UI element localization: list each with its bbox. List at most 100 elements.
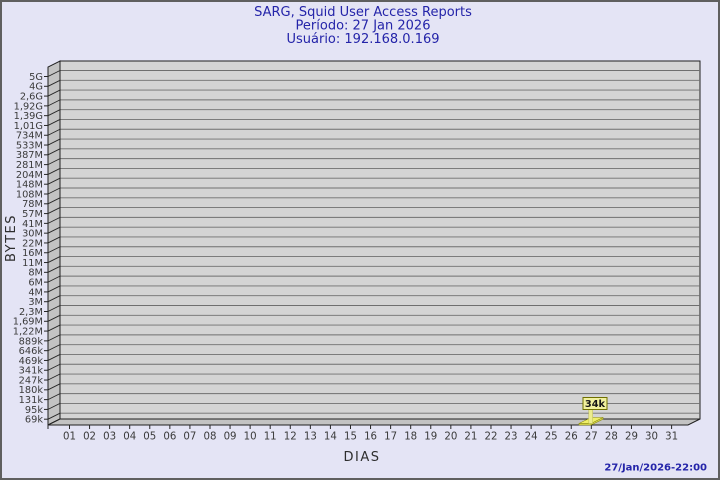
y-tick-label: 4G xyxy=(29,82,43,93)
y-tick-label: 734M xyxy=(16,131,43,142)
report-period: Período: 27 Jan 2026 xyxy=(296,19,431,34)
x-tick-label: 06 xyxy=(163,432,176,443)
y-tick-label: 1,92G xyxy=(14,101,43,112)
wall-slant-line xyxy=(47,138,61,146)
bar-front-face xyxy=(578,423,592,426)
wall-slant-line xyxy=(47,305,61,312)
y-tick-label: 341k xyxy=(19,366,44,377)
wall-slant-line xyxy=(47,344,61,352)
wall-slant-line xyxy=(47,128,61,136)
report-user: Usuário: 192.168.0.169 xyxy=(286,32,439,47)
x-tick-label: 27 xyxy=(585,432,598,443)
y-tick-label: 387M xyxy=(16,150,43,161)
wall-slant-line xyxy=(47,334,61,342)
wall-slant-line xyxy=(47,216,61,224)
wall-slant-line xyxy=(47,168,61,175)
wall-slant-line xyxy=(47,324,61,332)
x-tick-label: 19 xyxy=(424,432,437,443)
wall-slant-line xyxy=(47,148,61,156)
wall-slant-line xyxy=(47,275,61,283)
plot-area xyxy=(59,60,701,420)
wall-slant-line xyxy=(47,109,61,117)
y-tick-label: 8M xyxy=(28,268,43,279)
wall-slant-line xyxy=(47,373,61,381)
x-tick-label: 05 xyxy=(143,432,156,443)
wall-slant-line xyxy=(47,119,61,126)
y-tick-label: 1,69M xyxy=(13,317,43,328)
wall-slant-line xyxy=(47,295,61,303)
y-tick-label: 281M xyxy=(16,160,43,171)
generation-timestamp: 27/Jan/2026-22:00 xyxy=(604,463,707,474)
x-tick-label: 08 xyxy=(204,432,217,443)
x-tick-label: 23 xyxy=(505,432,518,443)
x-tick-label: 30 xyxy=(645,432,658,443)
wall-slant-lines-group xyxy=(47,70,61,420)
y-tick-label: 3M xyxy=(28,297,43,308)
wall-slant-line xyxy=(47,314,61,322)
y-tick-label: 1,01G xyxy=(14,121,43,132)
y-tick-label: 95k xyxy=(25,405,43,416)
x-tick-label: 03 xyxy=(103,432,116,443)
flag-leader-line xyxy=(588,408,593,424)
flag-box xyxy=(582,397,608,410)
x-tick-label: 11 xyxy=(264,432,277,443)
y-tick-label: 1,39G xyxy=(14,111,43,122)
y-axis-ticks-group xyxy=(44,76,48,420)
y-tick-label: 22M xyxy=(22,238,43,249)
y-tick-label: 533M xyxy=(16,140,43,151)
y-tick-label: 148M xyxy=(16,180,43,191)
wall-slant-line xyxy=(47,363,61,371)
y-tick-label: 247k xyxy=(19,375,44,386)
y-axis-labels-group: 5G4G2,6G1,92G1,39G1,01G734M533M387M281M2… xyxy=(13,72,44,426)
wall-slant-line xyxy=(47,207,61,214)
x-tick-label: 28 xyxy=(605,432,618,443)
left-wall xyxy=(47,60,61,426)
x-tick-label: 07 xyxy=(183,432,196,443)
wall-slant-line xyxy=(47,70,61,77)
x-axis-ticks-group xyxy=(69,425,673,429)
wall-slant-line xyxy=(47,412,61,420)
y-tick-label: 1,22M xyxy=(13,326,43,337)
x-tick-label: 02 xyxy=(83,432,96,443)
wall-slant-line xyxy=(47,177,61,185)
x-axis-title: DIAS xyxy=(344,450,381,465)
y-tick-label: 6M xyxy=(28,278,43,289)
x-tick-label: 29 xyxy=(625,432,638,443)
x-tick-label: 26 xyxy=(565,432,578,443)
floor xyxy=(47,418,701,426)
y-tick-label: 57M xyxy=(22,209,43,220)
x-tick-label: 22 xyxy=(484,432,497,443)
y-tick-label: 131k xyxy=(19,395,44,406)
y-tick-label: 30M xyxy=(22,229,43,240)
x-tick-label: 24 xyxy=(525,432,538,443)
y-tick-label: 2,3M xyxy=(19,307,43,318)
wall-slant-line xyxy=(47,246,61,254)
y-tick-label: 5G xyxy=(29,72,43,83)
y-tick-label: 108M xyxy=(16,189,43,200)
x-tick-label: 15 xyxy=(344,432,357,443)
x-tick-label: 31 xyxy=(665,432,678,443)
x-tick-label: 20 xyxy=(444,432,457,443)
wall-slant-line xyxy=(47,187,61,195)
x-tick-label: 04 xyxy=(123,432,136,443)
y-tick-label: 469k xyxy=(19,356,44,367)
wall-slant-line xyxy=(47,285,61,293)
wall-slant-line xyxy=(47,403,61,410)
wall-slant-line xyxy=(47,99,61,107)
x-tick-label: 21 xyxy=(464,432,477,443)
y-tick-label: 204M xyxy=(16,170,43,181)
wall-slant-line xyxy=(47,393,61,401)
y-tick-label: 16M xyxy=(22,248,43,259)
wall-slant-line xyxy=(47,197,61,205)
bar-value-label: 34k xyxy=(585,399,606,410)
x-tick-label: 10 xyxy=(244,432,257,443)
x-tick-label: 13 xyxy=(304,432,317,443)
wall-slant-line xyxy=(47,79,61,87)
x-tick-label: 01 xyxy=(63,432,76,443)
wall-slant-line xyxy=(47,383,61,391)
x-tick-label: 25 xyxy=(545,432,558,443)
gridlines-group xyxy=(60,70,700,414)
